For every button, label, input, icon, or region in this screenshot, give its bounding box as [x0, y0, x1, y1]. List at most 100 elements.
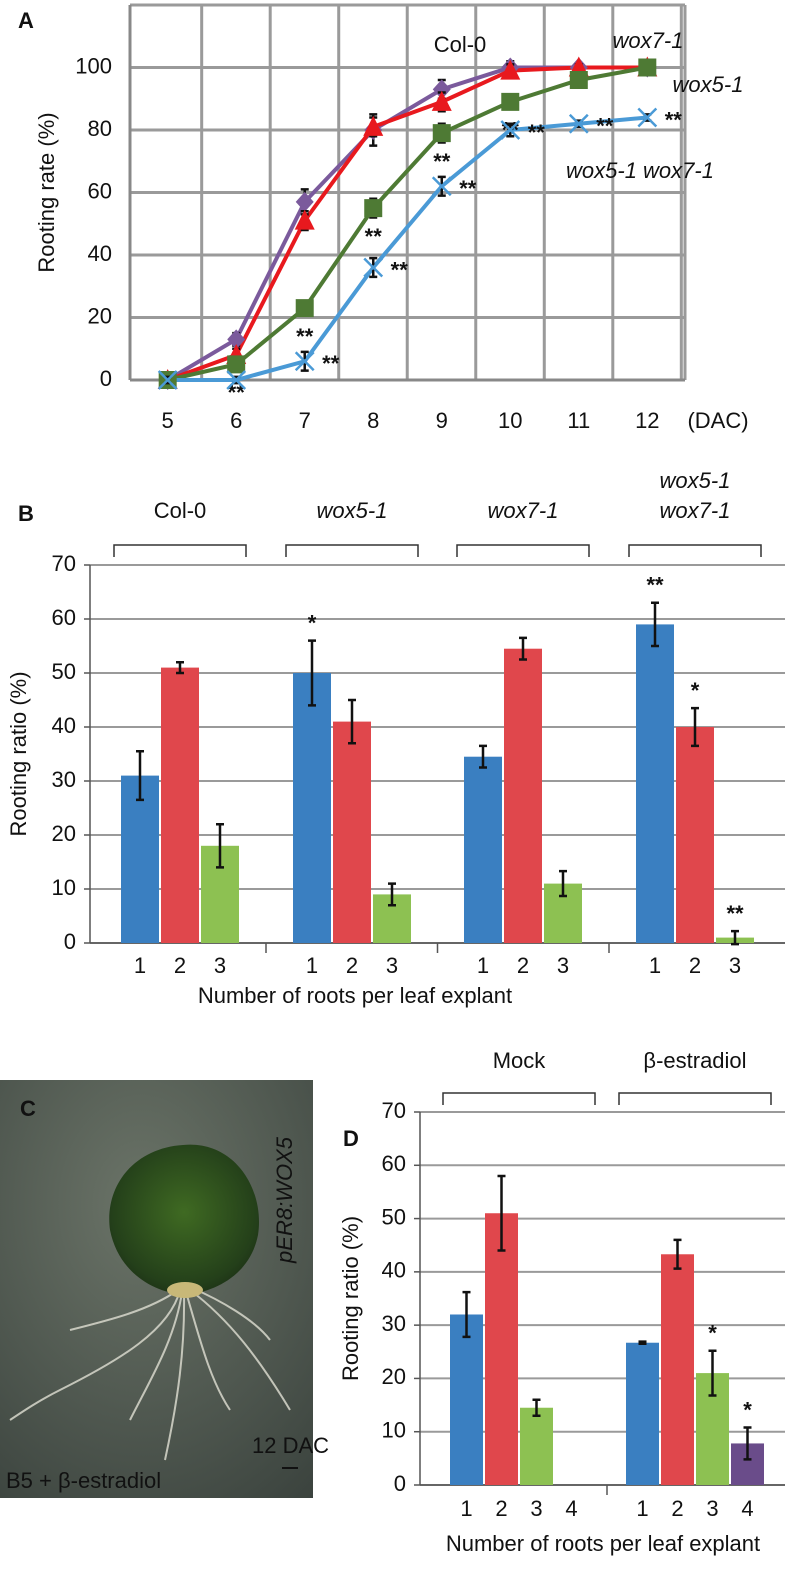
- marker: [294, 209, 315, 230]
- error-bar: [532, 1398, 541, 1417]
- y-tick-label: 50: [382, 1204, 406, 1229]
- group-label: β-estradiol: [643, 1048, 746, 1073]
- y-tick-label: 40: [52, 713, 76, 738]
- marker: [363, 115, 384, 136]
- y-tick-label: 20: [382, 1364, 406, 1389]
- y-tick-label: 20: [88, 303, 112, 328]
- x-tick-label: 1: [134, 953, 146, 978]
- significance-label: *: [708, 1321, 717, 1346]
- x-tick-label: 8: [367, 408, 379, 433]
- x-axis-label: (DAC): [687, 408, 748, 433]
- marker: [500, 59, 521, 80]
- y-axis-label: Rooting ratio (%): [6, 671, 31, 836]
- error-bar: [559, 869, 567, 898]
- y-tick-label: 0: [100, 366, 112, 391]
- series-label: Col-0: [434, 32, 487, 57]
- error-bar: [519, 636, 527, 661]
- x-tick-label: 5: [162, 408, 174, 433]
- group-label: wox5-1: [317, 498, 388, 523]
- marker: [638, 58, 657, 77]
- marker: [501, 92, 520, 111]
- bar: [121, 775, 159, 943]
- group-label: Col-0: [154, 498, 207, 523]
- group-bracket: [628, 544, 762, 557]
- x-tick-label: 3: [557, 953, 569, 978]
- x-tick-label: 3: [214, 953, 226, 978]
- significance-label: **: [228, 380, 246, 405]
- marker: [157, 370, 178, 390]
- bar: [676, 727, 714, 943]
- y-tick-label: 30: [52, 767, 76, 792]
- y-tick-label: 50: [52, 659, 76, 684]
- x-tick-label: 2: [517, 953, 529, 978]
- y-tick-label: 30: [382, 1311, 406, 1336]
- x-tick-label: 2: [689, 953, 701, 978]
- photo-label: B5 + β-estradiol: [6, 1468, 161, 1493]
- panel-label: A: [18, 8, 34, 33]
- x-tick-label: 1: [306, 953, 318, 978]
- error-bar: [308, 639, 316, 707]
- x-tick-label: 3: [386, 953, 398, 978]
- significance-label: **: [296, 324, 314, 349]
- significance-label: **: [322, 351, 340, 376]
- series-line: [167, 115, 648, 382]
- marker: [363, 257, 384, 278]
- marker: [227, 355, 246, 374]
- marker: [431, 90, 452, 111]
- x-axis-label: Number of roots per leaf explant: [198, 983, 512, 1008]
- y-tick-label: 70: [52, 551, 76, 576]
- marker: [295, 191, 314, 212]
- error-bar: [673, 1238, 682, 1270]
- y-tick-label: 40: [88, 241, 112, 266]
- significance-label: **: [646, 573, 664, 598]
- y-tick-label: 70: [382, 1098, 406, 1123]
- marker: [432, 124, 451, 143]
- significance-label: *: [308, 610, 317, 635]
- bar: [661, 1254, 694, 1485]
- error-bar: [743, 1426, 752, 1461]
- error-bar: [176, 660, 184, 675]
- error-bar: [651, 601, 659, 648]
- x-axis-label: Number of roots per leaf explant: [446, 1531, 760, 1556]
- series-label: wox5-1 wox7-1: [566, 158, 714, 183]
- x-tick-label: 3: [530, 1496, 542, 1521]
- x-tick-label: 4: [565, 1496, 577, 1521]
- significance-label: **: [596, 114, 614, 139]
- x-tick-label: 12: [635, 408, 659, 433]
- marker: [431, 176, 452, 197]
- y-tick-label: 0: [64, 929, 76, 954]
- marker: [432, 79, 451, 100]
- y-tick-label: 10: [382, 1418, 406, 1443]
- series-label: wox7-1: [613, 28, 684, 53]
- marker: [227, 329, 246, 350]
- bar: [293, 673, 331, 943]
- error-bar: [388, 882, 396, 907]
- bar: [520, 1407, 553, 1485]
- panel-label: C: [20, 1096, 36, 1121]
- marker: [500, 120, 521, 140]
- error-bar: [497, 1174, 506, 1252]
- y-tick-label: 60: [88, 178, 112, 203]
- x-tick-label: 4: [741, 1496, 753, 1521]
- x-tick-label: 1: [460, 1496, 472, 1521]
- marker: [569, 71, 588, 89]
- x-tick-label: 3: [729, 953, 741, 978]
- panel-label: B: [18, 501, 34, 526]
- photo-label: 12 DAC: [252, 1433, 329, 1458]
- x-tick-label: 6: [230, 408, 242, 433]
- error-bar: [731, 929, 739, 946]
- significance-label: **: [528, 120, 546, 145]
- bar: [333, 721, 371, 943]
- error-bar: [708, 1349, 717, 1397]
- x-tick-label: 1: [649, 953, 661, 978]
- x-tick-label: 2: [671, 1496, 683, 1521]
- error-bar: [216, 822, 224, 869]
- panel-label: D: [343, 1126, 359, 1151]
- bar: [636, 624, 674, 943]
- x-tick-label: 7: [299, 408, 311, 433]
- bar: [464, 756, 502, 943]
- x-tick-label: 11: [567, 408, 590, 433]
- significance-label: **: [391, 257, 409, 282]
- series-line: [166, 65, 648, 382]
- y-tick-label: 60: [52, 605, 76, 630]
